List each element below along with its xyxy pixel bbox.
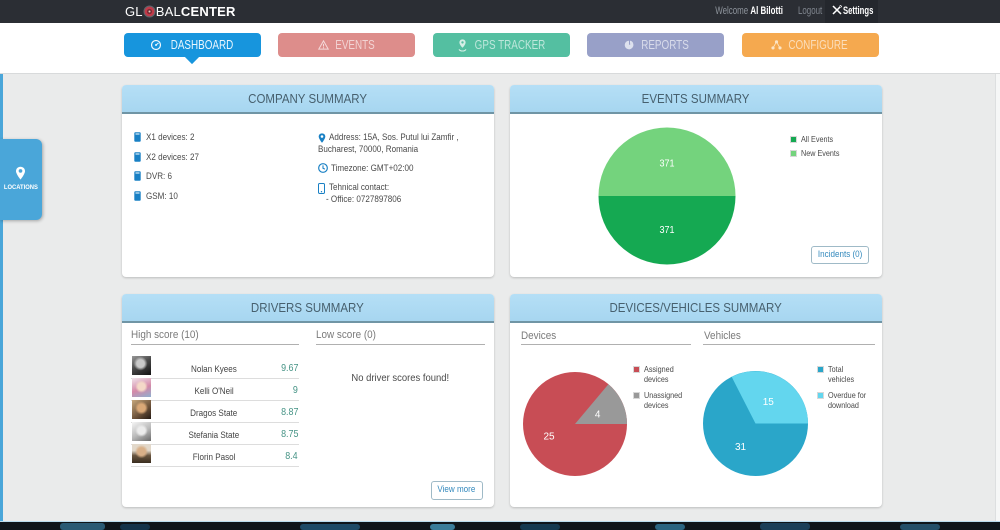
svg-text:371: 371 [659,158,674,170]
svg-text:15: 15 [762,397,774,408]
svg-text:25: 25 [543,431,555,442]
svg-text:371: 371 [659,225,674,237]
svg-text:31: 31 [734,442,746,453]
svg-text:4: 4 [595,409,601,420]
